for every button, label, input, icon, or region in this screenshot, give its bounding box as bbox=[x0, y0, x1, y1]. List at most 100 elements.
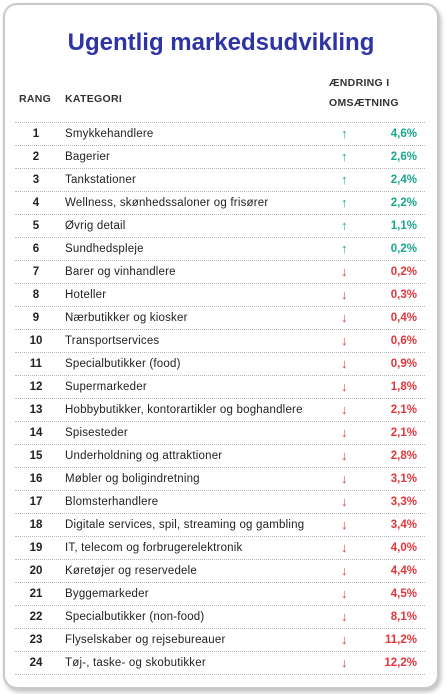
category-cell: Blomsterhandlere bbox=[65, 496, 159, 508]
rank-cell: 11 bbox=[29, 358, 43, 370]
category-cell: Køretøjer og reservedele bbox=[65, 565, 197, 577]
rank-cell: 1 bbox=[32, 128, 40, 140]
category-cell: Bagerier bbox=[65, 151, 111, 163]
arrow-down-icon: ↓ bbox=[341, 425, 348, 440]
category-cell: Byggemarkeder bbox=[65, 588, 149, 600]
category-cell: Wellness, skønhedssaloner og frisører bbox=[65, 197, 269, 209]
page-title: Ugentlig markedsudvikling bbox=[67, 29, 375, 56]
category-cell: Tøj-, taske- og skobutikker bbox=[65, 657, 206, 669]
category-cell: Hoteller bbox=[65, 289, 107, 301]
category-cell: Supermarkeder bbox=[65, 381, 147, 393]
table-row: 8 Hoteller ↓ 0,3% bbox=[15, 284, 425, 307]
category-cell: IT, telecom og forbrugerelektronik bbox=[65, 542, 243, 554]
change-value: 8,1% bbox=[390, 611, 417, 623]
change-value: 1,1% bbox=[390, 220, 417, 232]
category-cell: Hobbybutikker, kontorartikler og boghand… bbox=[65, 404, 303, 416]
category-cell: Barer og vinhandlere bbox=[65, 266, 176, 278]
arrow-up-icon: ↑ bbox=[341, 241, 348, 256]
rank-cell: 9 bbox=[32, 312, 40, 324]
table-row: 21 Byggemarkeder ↓ 4,5% bbox=[15, 583, 425, 606]
change-value: 3,4% bbox=[390, 519, 417, 531]
rank-cell: 7 bbox=[32, 266, 40, 278]
table-row: 5 Øvrig detail ↑ 1,1% bbox=[15, 215, 425, 238]
rank-cell: 8 bbox=[32, 289, 40, 301]
arrow-up-icon: ↑ bbox=[341, 172, 348, 187]
arrow-down-icon: ↓ bbox=[341, 609, 348, 624]
rank-cell: 3 bbox=[32, 174, 40, 186]
arrow-down-icon: ↓ bbox=[341, 310, 348, 325]
change-value: 2,1% bbox=[390, 404, 417, 416]
change-value: 11,2% bbox=[385, 634, 417, 646]
arrow-down-icon: ↓ bbox=[341, 379, 348, 394]
arrow-down-icon: ↓ bbox=[341, 333, 348, 348]
rank-cell: 19 bbox=[29, 542, 43, 554]
rank-cell: 23 bbox=[29, 634, 43, 646]
change-value: 2,6% bbox=[390, 151, 417, 163]
rank-cell: 14 bbox=[29, 427, 43, 439]
table-row: 19 IT, telecom og forbrugerelektronik ↓ 4,0… bbox=[15, 537, 425, 560]
rank-cell: 5 bbox=[32, 220, 40, 232]
table-row: 7 Barer og vinhandlere ↓ 0,2% bbox=[15, 261, 425, 284]
category-cell: Spisesteder bbox=[65, 427, 128, 439]
table-row: 9 Nærbutikker og kiosker ↓ 0,4% bbox=[15, 307, 425, 330]
table-row: 17 Blomsterhandlere ↓ 3,3% bbox=[15, 491, 425, 514]
category-cell: Specialbutikker (non-food) bbox=[65, 611, 205, 623]
category-cell: Sundhedspleje bbox=[65, 243, 144, 255]
table-row: 6 Sundhedspleje ↑ 0,2% bbox=[15, 238, 425, 261]
rank-cell: 18 bbox=[29, 519, 43, 531]
arrow-up-icon: ↑ bbox=[341, 218, 348, 233]
rank-cell: 21 bbox=[29, 588, 43, 600]
header-change: ÆNDRING I OMSÆTNING bbox=[329, 73, 419, 113]
category-cell: Underholdning og attraktioner bbox=[65, 450, 223, 462]
table-row: 24 Tøj-, taske- og skobutikker ↓ 12,2% bbox=[15, 652, 425, 675]
change-value: 2,8% bbox=[390, 450, 417, 462]
rank-cell: 10 bbox=[29, 335, 43, 347]
table-row: 20 Køretøjer og reservedele ↓ 4,4% bbox=[15, 560, 425, 583]
category-cell: Transportservices bbox=[65, 335, 160, 347]
category-cell: Smykkehandlere bbox=[65, 128, 154, 140]
category-cell: Specialbutikker (food) bbox=[65, 358, 181, 370]
arrow-down-icon: ↓ bbox=[341, 402, 348, 417]
change-value: 0,3% bbox=[390, 289, 417, 301]
rank-cell: 16 bbox=[29, 473, 43, 485]
header-rank: RANG bbox=[19, 93, 52, 105]
arrow-down-icon: ↓ bbox=[341, 632, 348, 647]
arrow-down-icon: ↓ bbox=[341, 517, 348, 532]
arrow-down-icon: ↓ bbox=[341, 264, 348, 279]
change-value: 3,3% bbox=[390, 496, 417, 508]
arrow-up-icon: ↑ bbox=[341, 126, 348, 141]
arrow-down-icon: ↓ bbox=[341, 563, 348, 578]
rank-cell: 4 bbox=[32, 197, 40, 209]
rank-cell: 22 bbox=[29, 611, 43, 623]
arrow-down-icon: ↓ bbox=[341, 448, 348, 463]
change-value: 4,0% bbox=[390, 542, 417, 554]
table-row: 11 Specialbutikker (food) ↓ 0,9% bbox=[15, 353, 425, 376]
table-row: 14 Spisesteder ↓ 2,1% bbox=[15, 422, 425, 445]
arrow-down-icon: ↓ bbox=[341, 655, 348, 670]
arrow-down-icon: ↓ bbox=[341, 494, 348, 509]
change-value: 3,1% bbox=[390, 473, 417, 485]
change-value: 2,4% bbox=[390, 174, 417, 186]
rank-cell: 17 bbox=[29, 496, 43, 508]
table-row: 13 Hobbybutikker, kontorartikler og bogha… bbox=[15, 399, 425, 422]
table-row: 3 Tankstationer ↑ 2,4% bbox=[15, 169, 425, 192]
table-row: 10 Transportservices ↓ 0,6% bbox=[15, 330, 425, 353]
rank-cell: 24 bbox=[29, 657, 43, 669]
change-value: 0,9% bbox=[390, 358, 417, 370]
change-value: 4,6% bbox=[390, 128, 417, 140]
change-value: 12,2% bbox=[384, 657, 417, 669]
category-cell: Nærbutikker og kiosker bbox=[65, 312, 188, 324]
rank-cell: 13 bbox=[29, 404, 43, 416]
table-row: 23 Flyselskaber og rejsebureauer ↓ 11,2% bbox=[15, 629, 425, 652]
change-value: 0,2% bbox=[390, 243, 417, 255]
table-row: 18 Digitale services, spil, streaming og … bbox=[15, 514, 425, 537]
arrow-down-icon: ↓ bbox=[341, 540, 348, 555]
table-row: 15 Underholdning og attraktioner ↓ 2,8% bbox=[15, 445, 425, 468]
rank-cell: 12 bbox=[29, 381, 43, 393]
category-cell: Tankstationer bbox=[65, 174, 136, 186]
arrow-down-icon: ↓ bbox=[341, 586, 348, 601]
table-row: 2 Bagerier ↑ 2,6% bbox=[15, 146, 425, 169]
ranking-card: Ugentlig markedsudvikling RANG KATEGORI … bbox=[3, 3, 439, 689]
table-row: 4 Wellness, skønhedssaloner og frisører ↑ 2… bbox=[15, 192, 425, 215]
change-value: 0,6% bbox=[390, 335, 417, 347]
